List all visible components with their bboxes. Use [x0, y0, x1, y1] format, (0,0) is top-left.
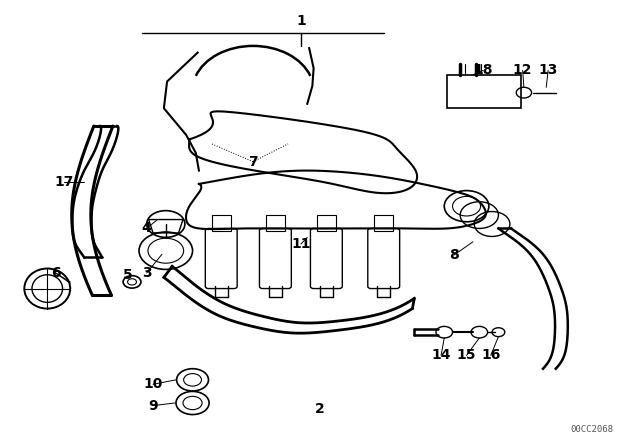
Text: 17: 17	[54, 175, 74, 189]
Text: 00CC2068: 00CC2068	[570, 425, 613, 434]
Text: 11: 11	[291, 237, 310, 251]
Text: 3: 3	[142, 266, 152, 280]
Text: 15: 15	[457, 349, 476, 362]
Text: 14: 14	[431, 349, 451, 362]
Text: 4: 4	[142, 221, 152, 236]
Text: 2: 2	[315, 402, 325, 416]
Bar	[212, 215, 231, 231]
Text: 1: 1	[296, 14, 306, 28]
Bar	[317, 215, 336, 231]
Bar	[374, 215, 394, 231]
Text: 18: 18	[474, 64, 493, 78]
Bar	[266, 215, 285, 231]
Text: 16: 16	[481, 349, 500, 362]
Bar	[447, 75, 521, 108]
Text: 13: 13	[538, 64, 558, 78]
Text: 7: 7	[248, 155, 258, 168]
Text: 5: 5	[123, 268, 132, 282]
Text: 9: 9	[148, 399, 158, 413]
Text: 6: 6	[51, 266, 60, 280]
Text: 12: 12	[513, 64, 532, 78]
Text: 8: 8	[449, 248, 459, 262]
Text: 10: 10	[143, 377, 163, 391]
